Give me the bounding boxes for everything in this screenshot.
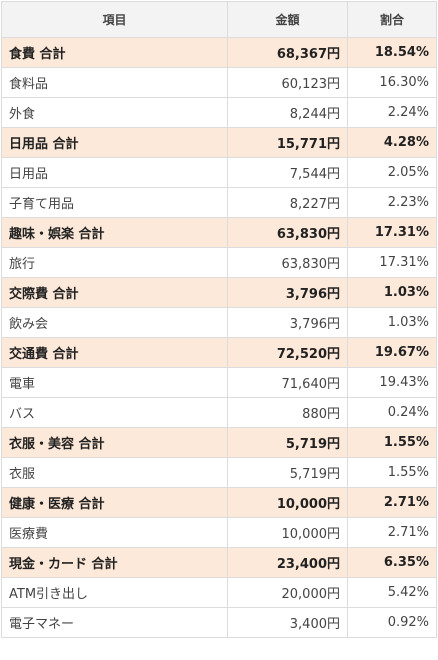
- table-row: 旅行 63,830円 17.31%: [1, 247, 437, 278]
- ratio-cell: 4.28%: [347, 127, 437, 158]
- amount-cell: 63,830円: [227, 247, 348, 278]
- expense-breakdown-table: 項目 金額 割合 食費 合計 68,367円 18.54% 食料品 60,123円 16.…: [1, 1, 437, 638]
- amount-cell: 23,400円: [227, 547, 348, 578]
- table-row: 外食 8,244円 2.24%: [1, 97, 437, 128]
- ratio-cell: 17.31%: [347, 217, 437, 248]
- amount-cell: 10,000円: [227, 487, 348, 518]
- ratio-cell: 19.43%: [347, 367, 437, 398]
- table-row: ATM引き出し 20,000円 5.42%: [1, 577, 437, 608]
- ratio-cell: 2.71%: [347, 517, 437, 548]
- table-header: 項目 金額 割合: [1, 1, 437, 38]
- ratio-cell: 2.23%: [347, 187, 437, 218]
- column-header-category: 項目: [1, 1, 228, 38]
- amount-cell: 5,719円: [227, 457, 348, 488]
- amount-cell: 8,227円: [227, 187, 348, 218]
- amount-cell: 20,000円: [227, 577, 348, 608]
- amount-cell: 68,367円: [227, 37, 348, 68]
- table-row: 医療費 10,000円 2.71%: [1, 517, 437, 548]
- category-cell: 電車: [1, 367, 228, 398]
- ratio-cell: 1.03%: [347, 307, 437, 338]
- column-header-ratio: 割合: [347, 1, 437, 38]
- ratio-cell: 2.05%: [347, 157, 437, 188]
- ratio-cell: 1.03%: [347, 277, 437, 308]
- amount-cell: 3,796円: [227, 307, 348, 338]
- category-cell: 食費 合計: [1, 37, 228, 68]
- category-cell: 衣服・美容 合計: [1, 427, 228, 458]
- category-cell: バス: [1, 397, 228, 428]
- category-cell: 趣味・娯楽 合計: [1, 217, 228, 248]
- table-row: 飲み会 3,796円 1.03%: [1, 307, 437, 338]
- ratio-cell: 19.67%: [347, 337, 437, 368]
- ratio-cell: 1.55%: [347, 427, 437, 458]
- category-cell: 健康・医療 合計: [1, 487, 228, 518]
- ratio-cell: 17.31%: [347, 247, 437, 278]
- ratio-cell: 1.55%: [347, 457, 437, 488]
- amount-cell: 880円: [227, 397, 348, 428]
- header-row: 項目 金額 割合: [1, 1, 437, 38]
- category-cell: 衣服: [1, 457, 228, 488]
- ratio-cell: 5.42%: [347, 577, 437, 608]
- amount-cell: 15,771円: [227, 127, 348, 158]
- amount-cell: 3,400円: [227, 607, 348, 638]
- table-row: 子育て用品 8,227円 2.23%: [1, 187, 437, 218]
- table-row: 日用品 7,544円 2.05%: [1, 157, 437, 188]
- category-cell: 食料品: [1, 67, 228, 98]
- amount-cell: 3,796円: [227, 277, 348, 308]
- amount-cell: 7,544円: [227, 157, 348, 188]
- category-cell: 日用品: [1, 157, 228, 188]
- category-total-row: 日用品 合計 15,771円 4.28%: [1, 127, 437, 158]
- category-cell: 医療費: [1, 517, 228, 548]
- table-row: 電子マネー 3,400円 0.92%: [1, 607, 437, 638]
- expense-table-container: 項目 金額 割合 食費 合計 68,367円 18.54% 食料品 60,123円 16.…: [1, 1, 437, 638]
- category-cell: 日用品 合計: [1, 127, 228, 158]
- category-cell: 電子マネー: [1, 607, 228, 638]
- category-cell: 現金・カード 合計: [1, 547, 228, 578]
- category-total-row: 趣味・娯楽 合計 63,830円 17.31%: [1, 217, 437, 248]
- category-cell: 子育て用品: [1, 187, 228, 218]
- amount-cell: 71,640円: [227, 367, 348, 398]
- category-cell: 外食: [1, 97, 228, 128]
- table-row: 食料品 60,123円 16.30%: [1, 67, 437, 98]
- amount-cell: 72,520円: [227, 337, 348, 368]
- category-total-row: 交通費 合計 72,520円 19.67%: [1, 337, 437, 368]
- table-body: 食費 合計 68,367円 18.54% 食料品 60,123円 16.30% 外食 8,24…: [1, 37, 437, 638]
- amount-cell: 10,000円: [227, 517, 348, 548]
- amount-cell: 60,123円: [227, 67, 348, 98]
- column-header-amount: 金額: [227, 1, 348, 38]
- category-cell: 交通費 合計: [1, 337, 228, 368]
- category-total-row: 衣服・美容 合計 5,719円 1.55%: [1, 427, 437, 458]
- ratio-cell: 2.71%: [347, 487, 437, 518]
- category-total-row: 健康・医療 合計 10,000円 2.71%: [1, 487, 437, 518]
- category-cell: 飲み会: [1, 307, 228, 338]
- amount-cell: 63,830円: [227, 217, 348, 248]
- category-total-row: 交際費 合計 3,796円 1.03%: [1, 277, 437, 308]
- table-row: バス 880円 0.24%: [1, 397, 437, 428]
- table-row: 衣服 5,719円 1.55%: [1, 457, 437, 488]
- table-row: 電車 71,640円 19.43%: [1, 367, 437, 398]
- category-cell: ATM引き出し: [1, 577, 228, 608]
- category-total-row: 食費 合計 68,367円 18.54%: [1, 37, 437, 68]
- amount-cell: 8,244円: [227, 97, 348, 128]
- ratio-cell: 0.92%: [347, 607, 437, 638]
- amount-cell: 5,719円: [227, 427, 348, 458]
- ratio-cell: 16.30%: [347, 67, 437, 98]
- ratio-cell: 2.24%: [347, 97, 437, 128]
- ratio-cell: 0.24%: [347, 397, 437, 428]
- category-cell: 旅行: [1, 247, 228, 278]
- category-total-row: 現金・カード 合計 23,400円 6.35%: [1, 547, 437, 578]
- category-cell: 交際費 合計: [1, 277, 228, 308]
- ratio-cell: 6.35%: [347, 547, 437, 578]
- ratio-cell: 18.54%: [347, 37, 437, 68]
